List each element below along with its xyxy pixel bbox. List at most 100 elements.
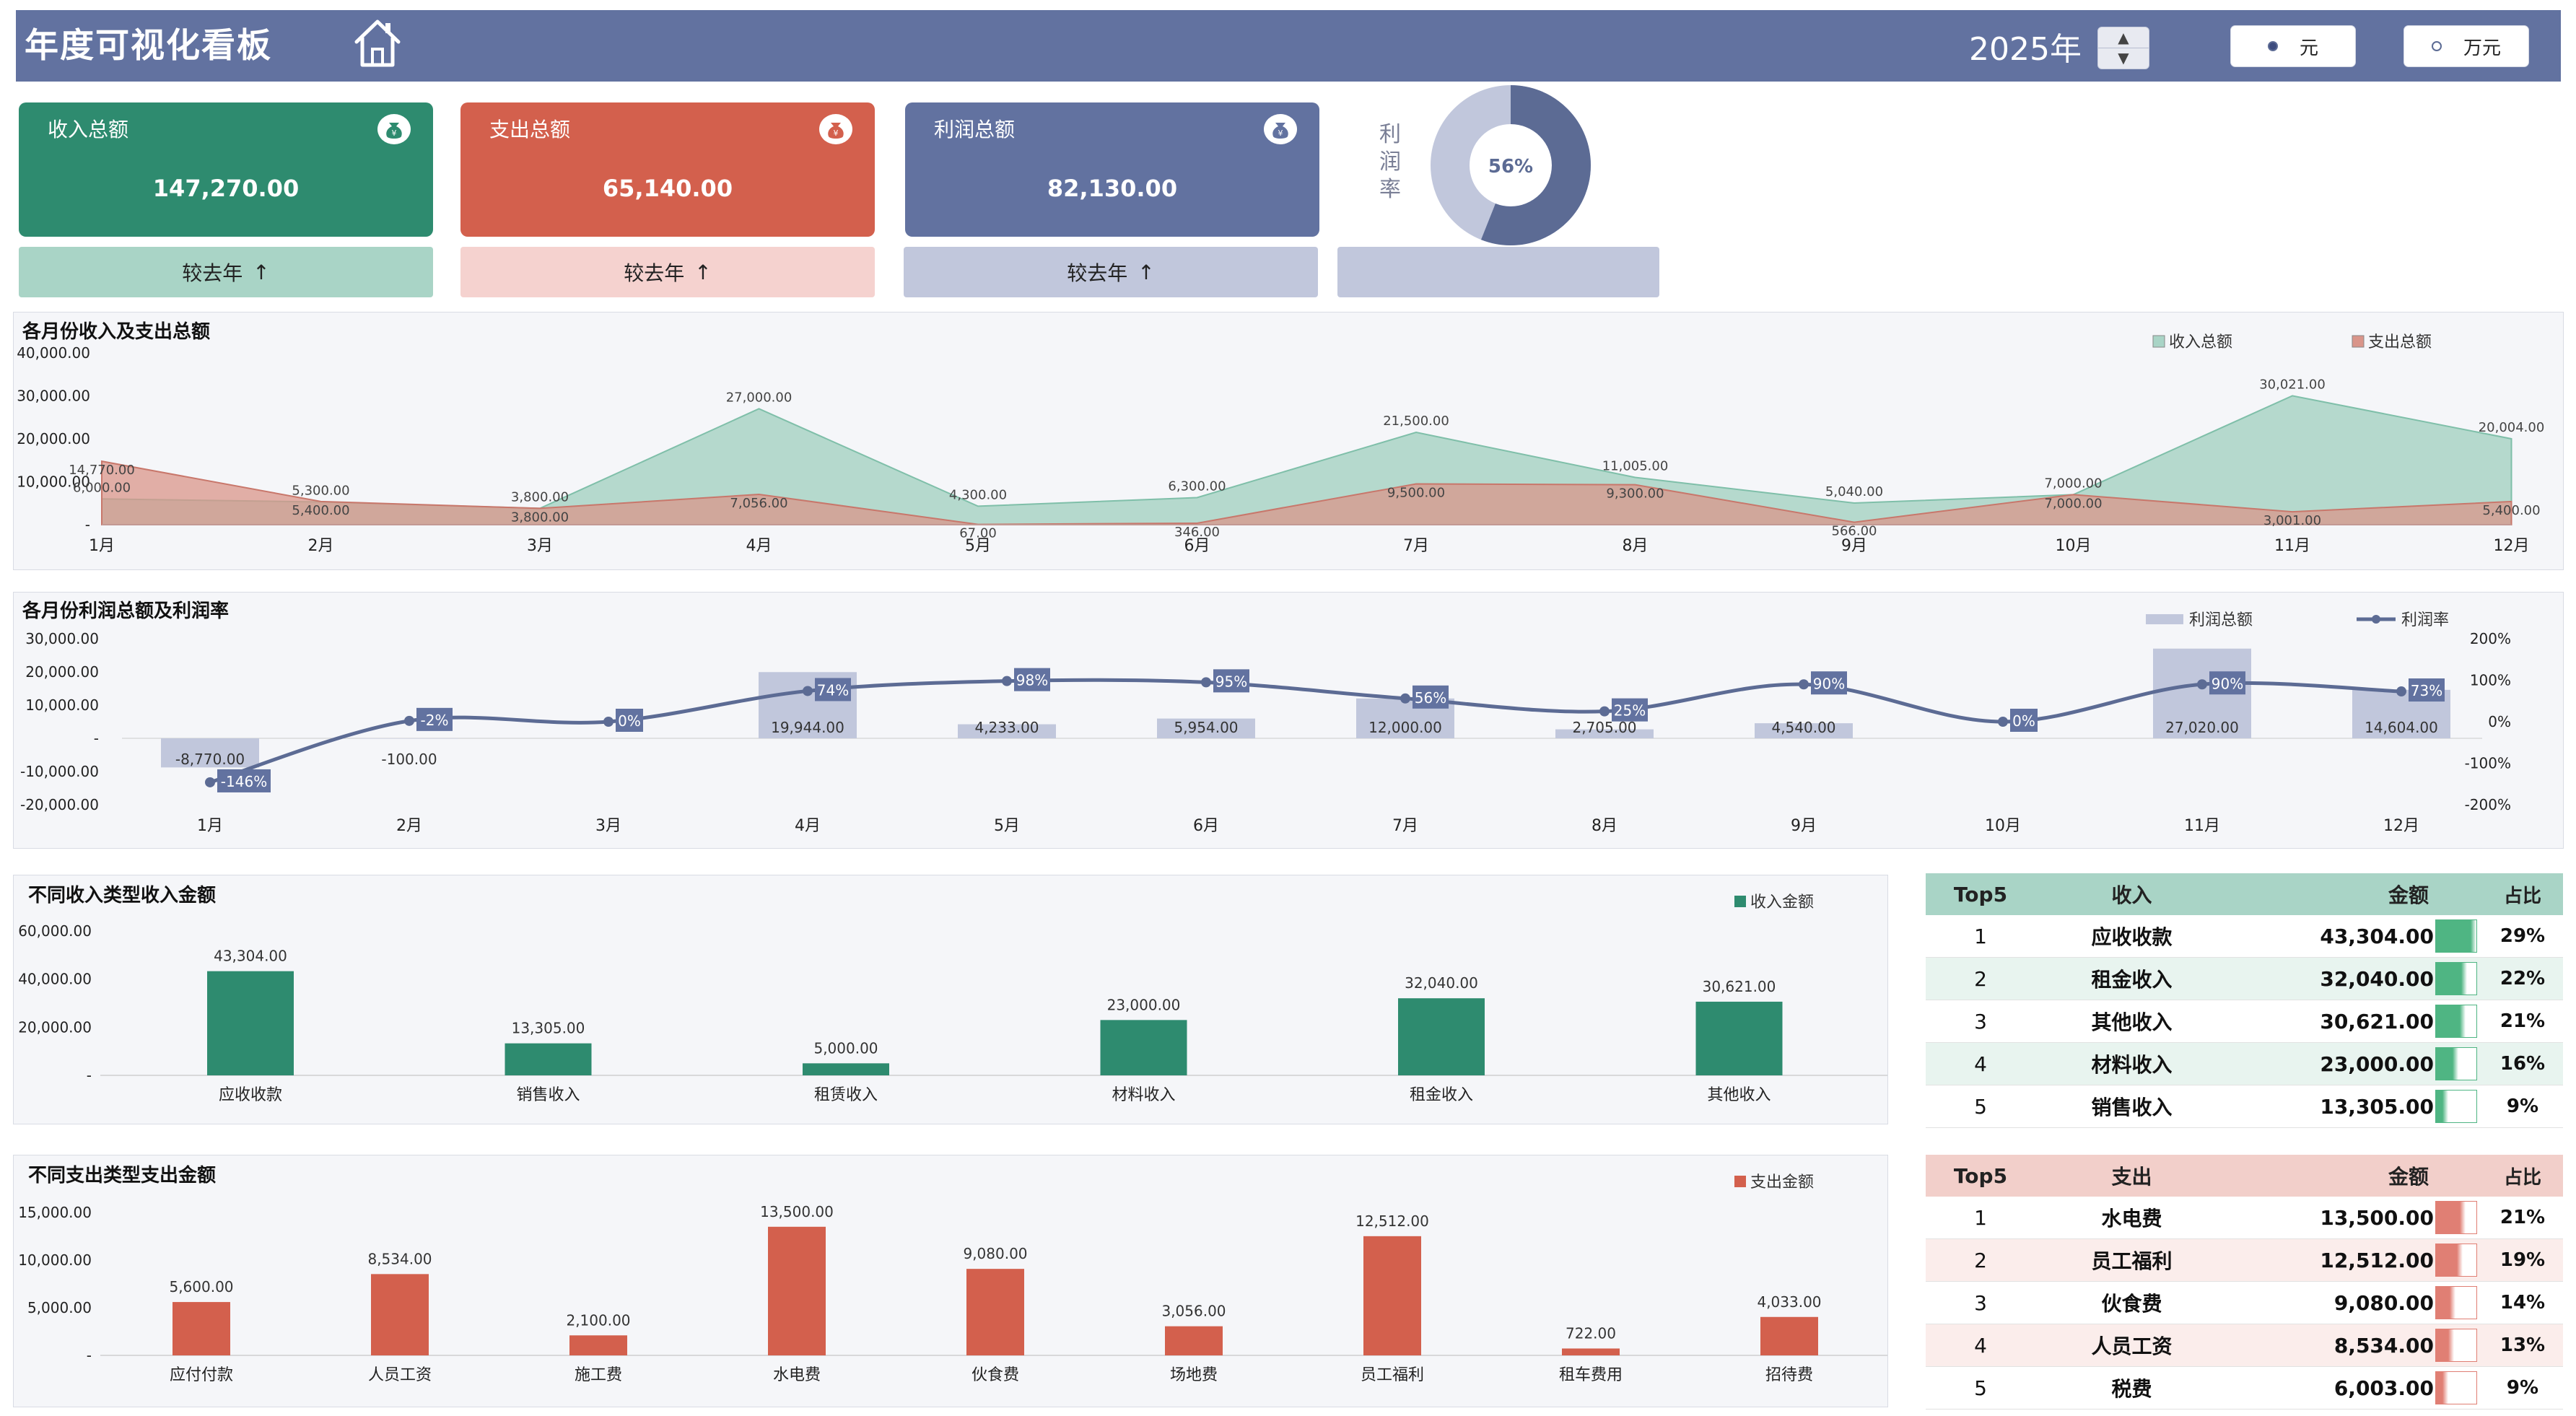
home-icon[interactable] bbox=[352, 16, 403, 69]
unit-option-yuan[interactable]: 元 bbox=[2230, 25, 2356, 67]
legend-swatch bbox=[1734, 1176, 1746, 1187]
bar-label: 4,233.00 bbox=[974, 719, 1039, 736]
rank-cell: 5 bbox=[1974, 1376, 1987, 1400]
amount-cell: 13,305.00 bbox=[2320, 1094, 2434, 1119]
rate-label-box bbox=[1413, 685, 1449, 709]
header-name: 收入 bbox=[2111, 883, 2152, 907]
ratio-bar-cell bbox=[2435, 1324, 2482, 1367]
rate-label: 90% bbox=[2212, 675, 2243, 692]
y-tick-label: - bbox=[85, 516, 90, 533]
name-cell: 租金收入 bbox=[2091, 968, 2173, 992]
profit-bar bbox=[1555, 729, 1654, 738]
top5-income-table: Top5 收入 金额 占比 1 应收收款 43,304.00 29% 2 租金收入 32,0… bbox=[1926, 873, 2563, 1128]
legend-swatch bbox=[2352, 335, 2365, 348]
pct-cell: 19% bbox=[2499, 1249, 2546, 1271]
bar-value-label: 30,621.00 bbox=[1703, 978, 1776, 995]
ratio-bar-cell bbox=[2435, 915, 2482, 958]
legend-label: 收入总额 bbox=[2169, 333, 2232, 351]
header-amount: 金额 bbox=[2388, 883, 2429, 907]
name-cell: 销售收入 bbox=[2091, 1096, 2173, 1119]
unit-option-wanyuan[interactable]: 万元 bbox=[2403, 25, 2529, 67]
rate-label: 56% bbox=[1415, 689, 1446, 707]
data-label: 566.00 bbox=[1832, 524, 1877, 539]
amount-cell: 23,000.00 bbox=[2320, 1052, 2434, 1076]
y2-tick-label: -100% bbox=[2465, 755, 2511, 772]
area-series-expense bbox=[101, 460, 2512, 525]
y-tick-label: 10,000.00 bbox=[25, 696, 99, 714]
year-up-button[interactable]: ▲ bbox=[2098, 27, 2149, 48]
ratio-bar-cell bbox=[2435, 1085, 2482, 1128]
data-label: 3,800.00 bbox=[511, 489, 569, 504]
rate-label: 0% bbox=[2012, 712, 2035, 730]
ratio-bar-cell bbox=[2435, 1282, 2482, 1324]
rank-cell: 1 bbox=[1974, 1205, 1987, 1230]
bar bbox=[1562, 1348, 1620, 1355]
kpi-compare-profit: 较去年 ↑ bbox=[904, 247, 1318, 297]
profit-rate-panel: 各月份利润总额及利润率 30,000.00 20,000.00 10,000.00 - -… bbox=[13, 592, 2564, 849]
arrow-up-icon: ↑ bbox=[253, 260, 270, 284]
bar-label: -100.00 bbox=[381, 751, 437, 768]
bar-value-label: 722.00 bbox=[1566, 1324, 1616, 1342]
rank-cell: 2 bbox=[1974, 1248, 1987, 1272]
rank-cell: 1 bbox=[1974, 924, 1987, 948]
rate-label-box bbox=[1213, 669, 1249, 693]
header-rank: Top5 bbox=[1953, 882, 2008, 906]
bar-label: 12,000.00 bbox=[1368, 719, 1442, 736]
chart-title: 各月份收入及支出总额 bbox=[22, 320, 210, 343]
bar-value-label: 23,000.00 bbox=[1107, 996, 1181, 1013]
amount-cell: 30,621.00 bbox=[2320, 1009, 2434, 1033]
data-label: 14,770.00 bbox=[69, 463, 135, 478]
income-type-panel: 不同收入类型收入金额 60,000.00 40,000.00 20,000.00 - 43… bbox=[13, 875, 1888, 1124]
y-tick-label: 10,000.00 bbox=[18, 1251, 92, 1269]
legend-label: 利润率 bbox=[2401, 611, 2449, 629]
header-name: 支出 bbox=[2111, 1165, 2152, 1189]
rate-label-box bbox=[416, 707, 453, 731]
rate-label-box bbox=[1014, 668, 1050, 691]
bar-value-label: 2,100.00 bbox=[566, 1311, 630, 1329]
rank-cell: 3 bbox=[1974, 1009, 1987, 1033]
x-tick-label: 租车费用 bbox=[1559, 1366, 1623, 1384]
year-down-button[interactable]: ▼ bbox=[2118, 49, 2129, 66]
bar-value-label: 32,040.00 bbox=[1405, 974, 1478, 992]
data-label: 7,056.00 bbox=[730, 496, 787, 511]
profit-rate-chart: 各月份利润总额及利润率 30,000.00 20,000.00 10,000.00 - -… bbox=[20, 600, 2511, 835]
table-header-row: Top5 收入 金额 占比 bbox=[1926, 873, 2563, 915]
data-label: 6,300.00 bbox=[1168, 479, 1226, 494]
bar bbox=[1695, 1001, 1783, 1075]
bar-value-label: 13,305.00 bbox=[512, 1020, 585, 1037]
pct-cell: 22% bbox=[2499, 968, 2546, 989]
ratio-bar-cell bbox=[2435, 1000, 2482, 1043]
bar bbox=[569, 1335, 627, 1355]
amount-cell: 43,304.00 bbox=[2320, 924, 2434, 948]
x-tick-label: 3月 bbox=[595, 817, 621, 835]
bar-value-label: 5,000.00 bbox=[813, 1039, 878, 1057]
y-tick-label: 30,000.00 bbox=[17, 388, 90, 405]
y-tick-label: 40,000.00 bbox=[18, 971, 92, 988]
x-tick-label: 2月 bbox=[396, 817, 422, 835]
chart-title: 不同支出类型支出金额 bbox=[28, 1164, 216, 1186]
bar bbox=[966, 1269, 1024, 1355]
rate-line bbox=[209, 678, 2402, 785]
rate-label: 73% bbox=[2411, 682, 2442, 699]
kpi-card-expense: 支出总额 ¥ 65,140.00 bbox=[460, 102, 875, 237]
pct-cell: 14% bbox=[2499, 1292, 2546, 1314]
profit-rate-label: 利润率 bbox=[1379, 122, 1401, 202]
rate-point bbox=[1201, 677, 1211, 688]
amount-cell: 12,512.00 bbox=[2320, 1248, 2434, 1272]
x-tick-label: 4月 bbox=[746, 537, 772, 555]
year-spinner[interactable]: ▲ ▼ bbox=[2097, 27, 2149, 69]
x-tick-label: 8月 bbox=[1623, 537, 1649, 555]
kpi-value: 147,270.00 bbox=[152, 175, 300, 202]
legend-label: 利润总额 bbox=[2189, 611, 2253, 629]
y-tick-label: -10,000.00 bbox=[20, 763, 99, 780]
amount-cell: 32,040.00 bbox=[2320, 966, 2434, 991]
bar bbox=[1398, 998, 1485, 1075]
rate-label-box bbox=[815, 678, 851, 702]
name-cell: 员工福利 bbox=[2091, 1249, 2173, 1273]
compare-label: 较去年 bbox=[182, 261, 243, 285]
rate-point bbox=[1799, 679, 1809, 690]
name-cell: 其他收入 bbox=[2091, 1010, 2173, 1034]
x-tick-label: 9月 bbox=[1791, 817, 1817, 835]
top5-expense-table: Top5 支出 金额 占比 1 水电费 13,500.00 21% 2 员工福利 12,51… bbox=[1926, 1155, 2563, 1410]
donut-value-arc bbox=[1431, 85, 1591, 245]
